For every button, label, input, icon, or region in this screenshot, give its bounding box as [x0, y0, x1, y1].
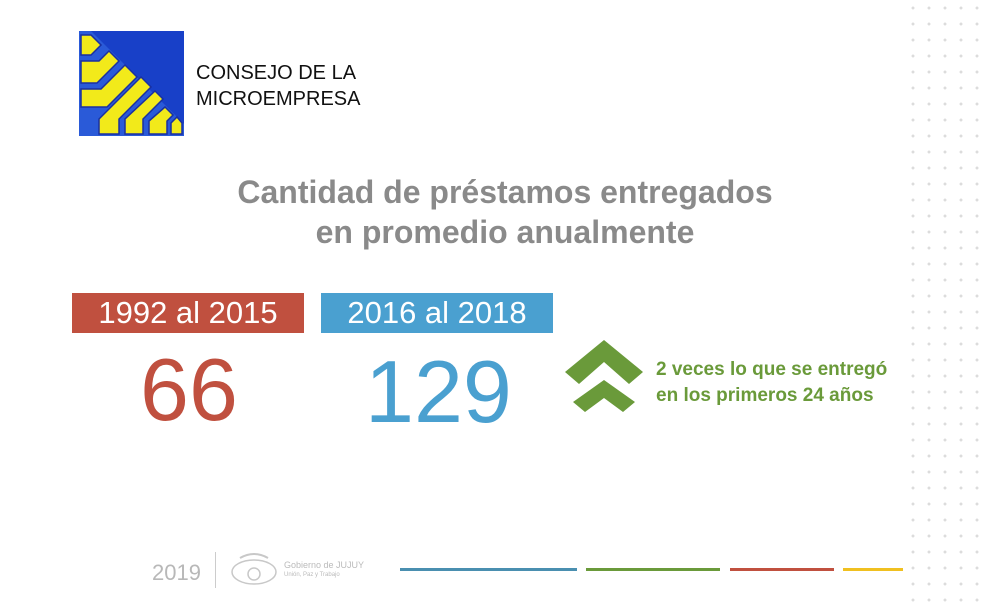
gov-seal-icon: [231, 553, 277, 585]
gov-motto: Unión, Paz y Trabajo: [284, 572, 340, 578]
note-line2: en los primeros 24 años: [656, 385, 874, 406]
dot-pattern: [905, 0, 986, 612]
org-name-line1: CONSEJO DE LA: [196, 62, 357, 84]
period-label-2: 2016 al 2018: [321, 293, 553, 333]
period-value-2: 129: [365, 342, 512, 441]
title-line1: Cantidad de préstamos entregados: [237, 174, 773, 210]
gov-logo-text: Gobierno de JUJUY Unión, Paz y Trabajo: [284, 560, 364, 580]
footer-line-yellow: [843, 568, 903, 571]
double-chevron-up-icon: [565, 340, 643, 412]
page-title: Cantidad de préstamos entregados en prom…: [150, 172, 860, 252]
growth-note: 2 veces lo que se entregó en los primero…: [656, 357, 887, 409]
footer-year: 2019: [152, 560, 201, 585]
org-name: CONSEJO DE LA MICROEMPRESA: [196, 60, 360, 112]
note-line1: 2 veces lo que se entregó: [656, 359, 888, 380]
gov-name: Gobierno de JUJUY: [284, 560, 365, 570]
title-line2: en promedio anualmente: [315, 214, 695, 250]
footer-line-green: [586, 568, 720, 571]
consejo-logo: [79, 31, 184, 136]
footer-divider: [215, 552, 216, 588]
period-label-1: 1992 al 2015: [72, 293, 304, 333]
org-name-line2: MICROEMPRESA: [196, 88, 361, 110]
footer-line-red: [730, 568, 834, 571]
period-value-1: 66: [140, 340, 238, 439]
footer-line-blue: [400, 568, 577, 571]
